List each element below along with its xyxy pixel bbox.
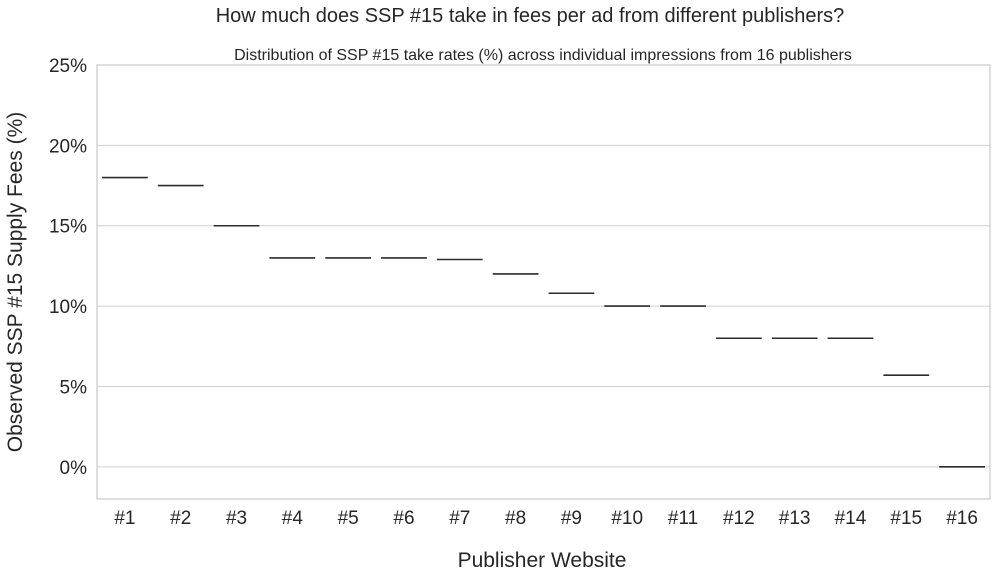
box-marks bbox=[102, 176, 985, 468]
x-tick-label: #2 bbox=[170, 508, 191, 529]
y-tick-label: 0% bbox=[60, 458, 88, 479]
x-tick-label: #3 bbox=[226, 508, 247, 529]
x-tick-label: #1 bbox=[114, 508, 135, 529]
x-tick-label: #10 bbox=[611, 508, 643, 529]
y-axis-label: Observed SSP #15 Supply Fees (%) bbox=[4, 112, 27, 452]
x-tick-label: #12 bbox=[723, 508, 755, 529]
chart-subtitle: Distribution of SSP #15 take rates (%) a… bbox=[234, 47, 852, 64]
y-tick-label: 5% bbox=[60, 377, 88, 398]
x-tick-label: #6 bbox=[393, 508, 414, 529]
x-tick-label: #15 bbox=[890, 508, 922, 529]
x-axis-label: Publisher Website bbox=[458, 549, 627, 572]
plot-frame bbox=[96, 64, 991, 500]
y-tick-label: 25% bbox=[49, 56, 87, 77]
x-tick-label: #4 bbox=[282, 508, 304, 529]
x-tick-label: #5 bbox=[338, 508, 359, 529]
x-tick-label: #16 bbox=[946, 508, 978, 529]
x-tick-label: #7 bbox=[449, 508, 470, 529]
x-tick-label: #8 bbox=[505, 508, 526, 529]
y-tick-label: 20% bbox=[49, 136, 87, 157]
x-tick-label: #14 bbox=[835, 508, 867, 529]
chart-title: How much does SSP #15 take in fees per a… bbox=[216, 5, 845, 27]
gridlines bbox=[97, 64, 990, 468]
y-tick-label: 10% bbox=[49, 297, 87, 318]
y-axis-ticks: 0% 5% 10% 15% 20% 25% bbox=[49, 56, 87, 479]
y-tick-label: 15% bbox=[49, 217, 87, 238]
x-axis-ticks: #1 #2 #3 #4 #5 #6 #7 #8 #9 #10 #11 #12 #13 #14 #15 #16 bbox=[114, 508, 978, 529]
x-tick-label: #11 bbox=[668, 508, 698, 529]
x-tick-label: #13 bbox=[779, 508, 811, 529]
x-tick-label: #9 bbox=[561, 508, 582, 529]
